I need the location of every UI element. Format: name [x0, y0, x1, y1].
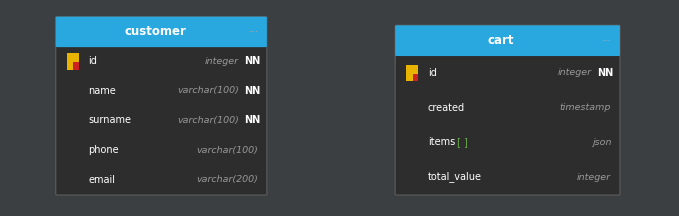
FancyBboxPatch shape	[56, 17, 267, 47]
FancyBboxPatch shape	[56, 17, 267, 195]
Bar	[413, 74, 418, 81]
Text: items: items	[428, 137, 455, 147]
Bar	[397, 45, 618, 56]
Text: varchar(100): varchar(100)	[177, 116, 239, 125]
Text: surname: surname	[88, 116, 131, 125]
Text: ···: ···	[249, 27, 259, 37]
Text: integer: integer	[577, 173, 611, 181]
FancyBboxPatch shape	[395, 25, 620, 56]
Text: customer: customer	[124, 25, 186, 38]
Bar	[67, 53, 79, 70]
Text: total_value: total_value	[428, 172, 482, 183]
Text: integer: integer	[558, 68, 592, 77]
Text: [ ]: [ ]	[457, 137, 468, 147]
Text: phone: phone	[88, 145, 119, 155]
FancyBboxPatch shape	[395, 25, 620, 195]
Text: NN: NN	[244, 56, 260, 66]
Text: varchar(100): varchar(100)	[196, 146, 258, 154]
Text: NN: NN	[244, 86, 260, 96]
Text: timestamp: timestamp	[559, 103, 611, 112]
Bar	[73, 62, 79, 70]
Bar	[58, 36, 265, 46]
Text: id: id	[428, 68, 437, 78]
Text: varchar(200): varchar(200)	[196, 175, 258, 184]
Text: id: id	[88, 56, 97, 66]
Text: NN: NN	[597, 68, 613, 78]
Text: varchar(100): varchar(100)	[177, 86, 239, 95]
Bar	[406, 65, 418, 81]
Text: email: email	[88, 175, 115, 185]
Text: ···: ···	[602, 36, 612, 46]
Text: NN: NN	[244, 116, 260, 125]
Text: integer: integer	[205, 57, 239, 66]
Text: created: created	[428, 103, 465, 113]
Text: json: json	[591, 138, 611, 147]
Text: cart: cart	[488, 34, 514, 47]
Text: name: name	[88, 86, 116, 96]
